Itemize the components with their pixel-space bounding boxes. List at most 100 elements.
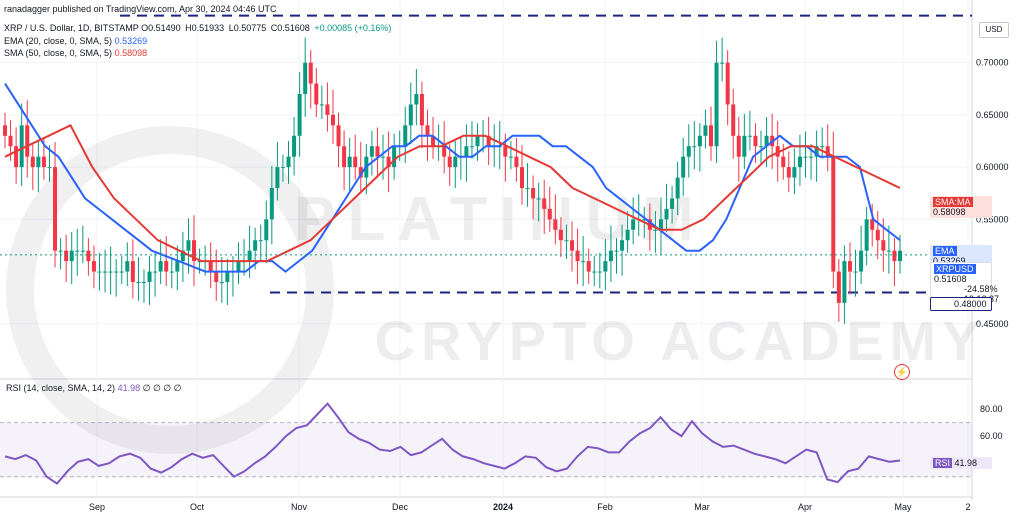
candle-body [336, 125, 341, 147]
candle-body [280, 167, 285, 169]
candle-body [653, 229, 658, 231]
candle-body [369, 146, 374, 157]
time-tick-label: 2024 [493, 502, 513, 512]
candle-body [147, 271, 152, 282]
rsi-tick-label: 60.00 [980, 431, 1003, 441]
candle-body [30, 156, 35, 168]
candle-body [442, 146, 447, 157]
candle-body [164, 261, 169, 272]
candle-body [58, 250, 63, 252]
candle-body [347, 156, 352, 168]
candle-body [297, 94, 302, 136]
candle-body [269, 188, 274, 220]
candle-body [325, 104, 330, 115]
price-tick-label: 0.60000 [976, 162, 1009, 172]
candle-body [692, 146, 697, 148]
currency-button[interactable]: USD [979, 22, 1009, 38]
rsi-tick-label: 80.00 [980, 404, 1003, 414]
candle-body [19, 125, 24, 168]
candle-body [575, 250, 580, 262]
time-tick-label: Apr [798, 502, 812, 512]
high-value: 0.51933 [191, 23, 225, 33]
time-tick-label: 2 [965, 502, 970, 512]
sma-price-tag: SMA:MA 0.58098 [930, 196, 992, 218]
candle-body [670, 198, 675, 209]
candle-body [264, 219, 269, 241]
candle-body [97, 271, 102, 273]
price-tick-label: 0.70000 [976, 58, 1009, 68]
candle-body [898, 250, 902, 262]
candle-body [847, 261, 852, 272]
candle-body [180, 250, 185, 262]
candle-body [292, 135, 297, 157]
watermark-subtitle: CRYPTO ACADEMY [375, 309, 986, 372]
candle-body [714, 62, 719, 147]
time-tick-label: May [894, 502, 912, 512]
candle-body [592, 271, 597, 273]
candle-body [697, 135, 702, 147]
candle-body [664, 208, 669, 220]
open-value: 0.51490 [148, 23, 181, 33]
candle-body [531, 188, 536, 199]
support-level-tag: 0.48000 [930, 297, 992, 311]
candle-body [236, 261, 241, 272]
candle-body [503, 146, 508, 157]
candle-body [608, 250, 613, 262]
candle-body [114, 271, 119, 273]
candle-body [403, 125, 408, 147]
candle-body [86, 250, 91, 262]
candle-body [753, 135, 758, 147]
time-tick-label: Sep [89, 502, 105, 512]
candle-body [536, 198, 541, 200]
candle-body [219, 282, 224, 283]
candle-body [731, 104, 736, 136]
candle-body [414, 94, 419, 105]
sma-line [4, 123, 901, 263]
candle-body [275, 167, 280, 188]
candle-body [519, 167, 524, 188]
candle-body [464, 146, 469, 157]
candle-body [69, 250, 74, 262]
candle-body [41, 156, 46, 168]
rsi-legend: RSI (14, close, SMA, 14, 2) 41.98 ∅ ∅ ∅ … [6, 383, 182, 393]
flash-icon[interactable]: ⚡ [894, 364, 910, 380]
candle-body [469, 146, 474, 148]
candle-body [875, 229, 880, 241]
candle-body [625, 229, 630, 241]
candle-body [842, 261, 847, 303]
candle-body [864, 219, 869, 251]
candle-body [797, 156, 802, 168]
candle-body [358, 167, 363, 178]
candle-body [525, 188, 530, 189]
watermark-logo-ring [6, 126, 334, 454]
rsi-line [4, 402, 901, 485]
change-value: +0.00085 (+0.16%) [314, 23, 392, 33]
ema-line [4, 83, 901, 273]
rsi-band [0, 422, 972, 477]
candle-body [814, 146, 819, 157]
candle-body [342, 146, 347, 168]
candle-body [603, 261, 608, 272]
candle-body [192, 240, 197, 262]
candle-body [3, 125, 7, 136]
candle-body [786, 167, 791, 178]
close-value: 0.51608 [277, 23, 310, 33]
candle-body [75, 250, 80, 252]
candle-body [825, 146, 830, 157]
candle-body [36, 156, 41, 168]
time-tick-label: Dec [392, 502, 409, 512]
candle-body [308, 62, 313, 84]
low-value: 0.50775 [233, 23, 267, 33]
candle-body [169, 271, 174, 273]
candle-body [319, 104, 324, 106]
candle-body [886, 250, 891, 252]
candle-body [258, 240, 263, 242]
candle-body [431, 135, 436, 147]
candle-body [80, 250, 85, 252]
candle-body [764, 135, 769, 147]
candle-body [153, 271, 158, 273]
time-tick-label: Nov [291, 502, 308, 512]
time-tick-label: Oct [190, 502, 205, 512]
candle-body [892, 250, 897, 262]
